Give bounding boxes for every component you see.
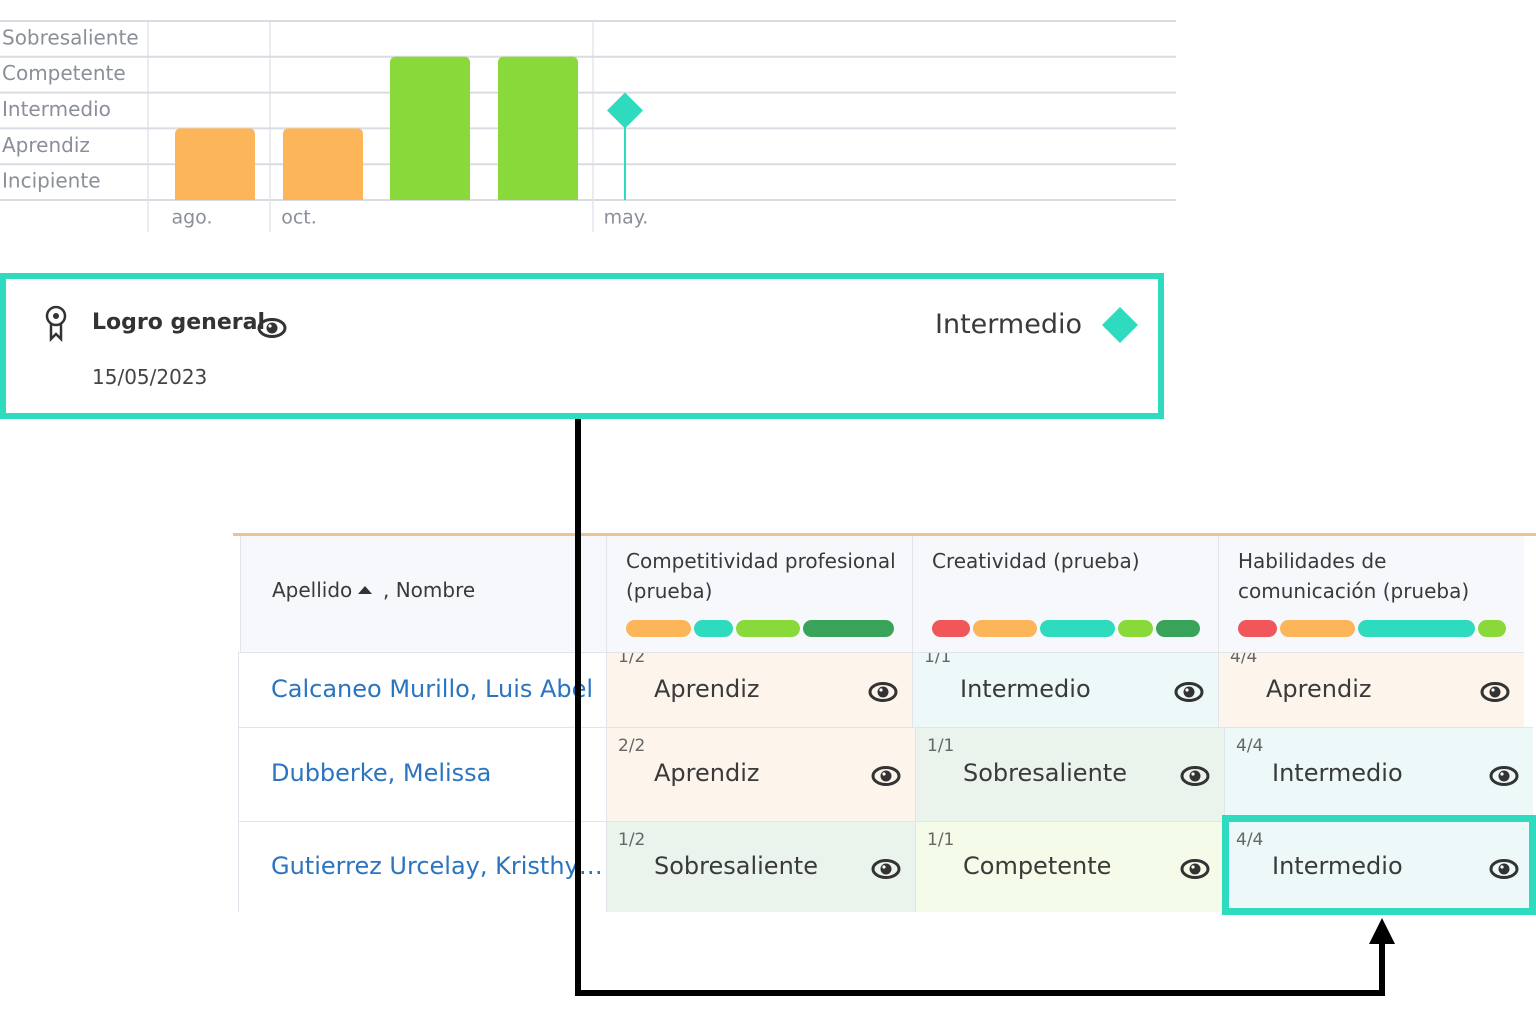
distribution-segment bbox=[1279, 620, 1355, 637]
view-icon[interactable] bbox=[257, 317, 287, 343]
chart: Incipiente Aprendiz Intermedio Competente So… bbox=[0, 20, 1176, 232]
student-name[interactable]: Dubberke, Melissa bbox=[271, 759, 492, 787]
level: Aprendiz bbox=[654, 674, 760, 703]
highlight-box bbox=[1222, 815, 1536, 915]
x-tick-label: oct. bbox=[281, 207, 317, 229]
distribution-segment bbox=[932, 620, 971, 637]
grade-cell: 1/1 Sobresaliente bbox=[915, 727, 1224, 821]
column-header: Competitividad profesional (prueba) bbox=[606, 536, 912, 652]
grade-cell: 2/2 Aprendiz bbox=[606, 727, 915, 821]
view-icon[interactable] bbox=[1480, 681, 1510, 707]
level: Sobresaliente bbox=[963, 759, 1127, 787]
score: 1/2 bbox=[618, 652, 646, 667]
distribution-segment bbox=[1040, 620, 1115, 637]
achievement-card bbox=[0, 273, 1164, 419]
card-level: Intermedio bbox=[935, 309, 1082, 340]
sort-arrow bbox=[358, 586, 372, 594]
column-title: Competitividad profesional (prueba) bbox=[626, 549, 896, 603]
view-icon[interactable] bbox=[871, 765, 901, 791]
view-icon[interactable] bbox=[868, 681, 898, 707]
student-name[interactable]: Gutierrez Urcelay, Kristhy… bbox=[271, 851, 603, 880]
name-cell: Dubberke, Melissa bbox=[238, 727, 606, 821]
student-name[interactable]: Calcaneo Murillo, Luis Abel bbox=[271, 674, 594, 703]
y-tick-label: Incipiente bbox=[2, 169, 101, 193]
grade-cell: 4/4 Intermedio bbox=[1224, 727, 1533, 821]
bar bbox=[175, 128, 255, 200]
name-cell: Gutierrez Urcelay, Kristhy… bbox=[238, 821, 606, 912]
column-title: Creatividad (prueba) bbox=[932, 549, 1140, 573]
column-header: Habilidades de comunicación (prueba) bbox=[1218, 536, 1524, 652]
level: Aprendiz bbox=[654, 759, 760, 787]
name-header[interactable]: Apellido , Nombre bbox=[240, 536, 606, 652]
name-column: , Nombre bbox=[383, 578, 476, 602]
y-tick-label: Competente bbox=[2, 61, 126, 85]
level: Intermedio bbox=[960, 674, 1091, 703]
view-icon[interactable] bbox=[1489, 858, 1519, 884]
distribution-bar bbox=[1238, 620, 1506, 637]
view-icon[interactable] bbox=[1180, 858, 1210, 884]
distribution-segment bbox=[693, 620, 733, 637]
distribution-segment bbox=[1117, 620, 1154, 637]
level: Competente bbox=[963, 851, 1112, 880]
view-icon[interactable] bbox=[1489, 765, 1519, 791]
column-title: Habilidades de comunicación (prueba) bbox=[1238, 549, 1470, 603]
grade-cell: 1/1 Competente bbox=[915, 821, 1224, 912]
distribution-segment bbox=[1238, 620, 1277, 637]
x-tick-label: may. bbox=[604, 207, 649, 229]
grade-cell: 4/4 Aprendiz bbox=[1218, 652, 1524, 727]
grade-cell: 1/2 Aprendiz bbox=[606, 652, 912, 727]
bar bbox=[498, 56, 578, 200]
distribution-segment bbox=[973, 620, 1038, 637]
score: 1/1 bbox=[924, 652, 952, 667]
y-tick-label: Intermedio bbox=[2, 97, 111, 121]
level-diamond bbox=[1102, 307, 1138, 343]
column-header: Creatividad (prueba) bbox=[912, 536, 1218, 652]
bar bbox=[283, 128, 363, 200]
distribution-segment bbox=[803, 620, 894, 637]
card-title: Logro general bbox=[92, 310, 265, 335]
score: 1/1 bbox=[927, 736, 955, 756]
level: Sobresaliente bbox=[654, 851, 818, 880]
score: 2/2 bbox=[618, 736, 646, 756]
grade-cell: 1/1 Intermedio bbox=[912, 652, 1218, 727]
distribution-segment bbox=[735, 620, 801, 637]
view-icon[interactable] bbox=[1174, 681, 1204, 707]
x-tick-label: ago. bbox=[171, 207, 212, 229]
name-cell: Calcaneo Murillo, Luis Abel bbox=[238, 652, 606, 727]
score: 1/1 bbox=[927, 830, 955, 850]
distribution-segment bbox=[626, 620, 691, 637]
level: Intermedio bbox=[1272, 759, 1403, 787]
grade-cell: 1/2 Sobresaliente bbox=[606, 821, 915, 912]
score: 4/4 bbox=[1236, 736, 1264, 756]
distribution-segment bbox=[1357, 620, 1475, 637]
score: 1/2 bbox=[618, 830, 646, 850]
level: Aprendiz bbox=[1266, 674, 1372, 703]
distribution-bar bbox=[932, 620, 1200, 637]
sort-column: Apellido bbox=[272, 578, 353, 602]
distribution-bar bbox=[626, 620, 894, 637]
distribution-segment bbox=[1477, 620, 1506, 637]
bar bbox=[390, 56, 470, 200]
card-date: 15/05/2023 bbox=[92, 365, 208, 389]
view-icon[interactable] bbox=[1180, 765, 1210, 791]
award-icon bbox=[45, 305, 67, 343]
score: 4/4 bbox=[1230, 652, 1258, 667]
marker bbox=[607, 92, 643, 129]
y-tick-label: Sobresaliente bbox=[2, 25, 139, 49]
view-icon[interactable] bbox=[871, 858, 901, 884]
distribution-segment bbox=[1156, 620, 1200, 637]
y-tick-label: Aprendiz bbox=[2, 133, 90, 157]
